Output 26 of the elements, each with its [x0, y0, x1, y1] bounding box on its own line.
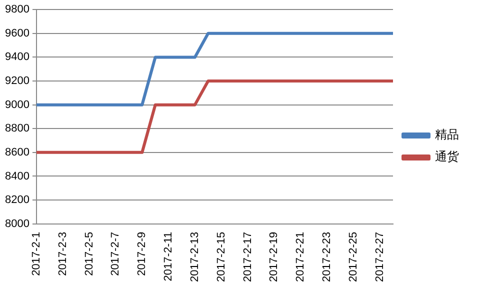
y-tick-label: 9600 — [4, 27, 30, 40]
x-tick-label: 2017-2-15 — [215, 232, 228, 282]
legend-label: 通货 — [435, 150, 459, 164]
x-tick-label: 2017-2-23 — [321, 232, 334, 282]
x-tick-label: 2017-2-19 — [268, 232, 280, 282]
x-tick-label: 2017-2-25 — [347, 232, 360, 282]
y-tick-label: 8600 — [4, 146, 30, 158]
y-tick-label: 9400 — [4, 51, 30, 64]
x-tick-label: 2017-2-1 — [30, 232, 42, 276]
x-tick-label: 2017-2-9 — [136, 232, 148, 276]
y-tick-label: 9800 — [4, 4, 30, 16]
y-tick-label: 8200 — [4, 194, 30, 206]
y-tick-label: 9000 — [4, 98, 30, 111]
y-tick-label: 9200 — [4, 75, 30, 88]
x-tick-label: 2017-2-3 — [56, 232, 69, 276]
x-tick-label: 2017-2-11 — [162, 232, 175, 282]
y-tick-label: 8800 — [4, 122, 30, 135]
y-tick-label: 8400 — [4, 170, 30, 182]
x-tick-label: 2017-2-27 — [374, 232, 386, 282]
x-tick-label: 2017-2-5 — [83, 232, 96, 276]
y-tick-label: 8000 — [4, 218, 30, 230]
legend-label: 精品 — [435, 128, 459, 142]
x-tick-label: 2017-2-7 — [110, 232, 122, 276]
x-tick-label: 2017-2-17 — [242, 232, 254, 282]
x-tick-label: 2017-2-13 — [188, 232, 201, 282]
x-tick-label: 2017-2-21 — [294, 232, 307, 282]
